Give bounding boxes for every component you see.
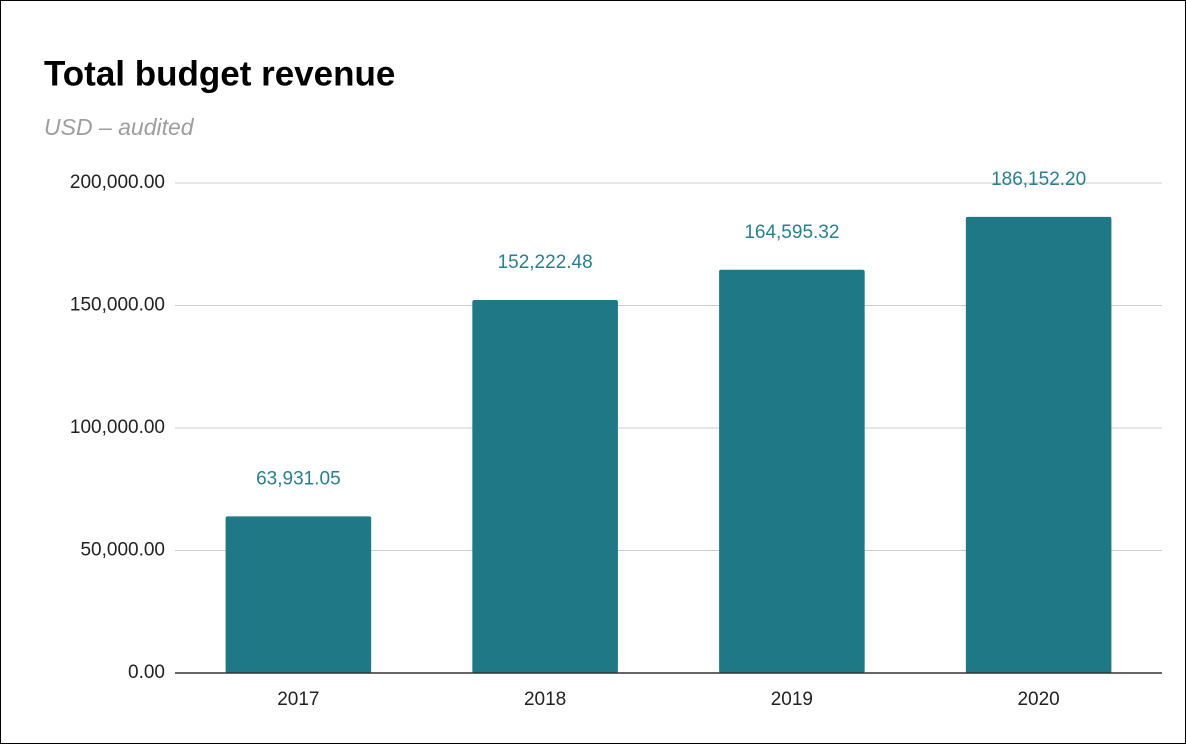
x-tick-label: 2019 [771, 689, 813, 710]
bar [225, 516, 372, 673]
bar [719, 269, 865, 673]
x-tick-label: 2017 [277, 689, 319, 710]
value-label: 63,931.05 [256, 468, 341, 489]
y-tick-label: 0.00 [128, 662, 165, 683]
value-label: 152,222.48 [498, 252, 593, 273]
chart-title: Total budget revenue [44, 54, 395, 93]
chart-subtitle: USD – audited [44, 114, 195, 140]
value-label: 186,152.20 [991, 169, 1086, 190]
x-tick-label: 2018 [524, 689, 566, 710]
bar [472, 300, 618, 673]
value-label: 164,595.32 [744, 222, 839, 243]
y-tick-label: 200,000.00 [70, 172, 165, 193]
y-tick-label: 100,000.00 [70, 417, 165, 438]
x-tick-label: 2020 [1017, 689, 1059, 710]
y-tick-label: 50,000.00 [80, 540, 165, 561]
y-tick-label: 150,000.00 [70, 295, 165, 316]
bar [965, 216, 1112, 673]
